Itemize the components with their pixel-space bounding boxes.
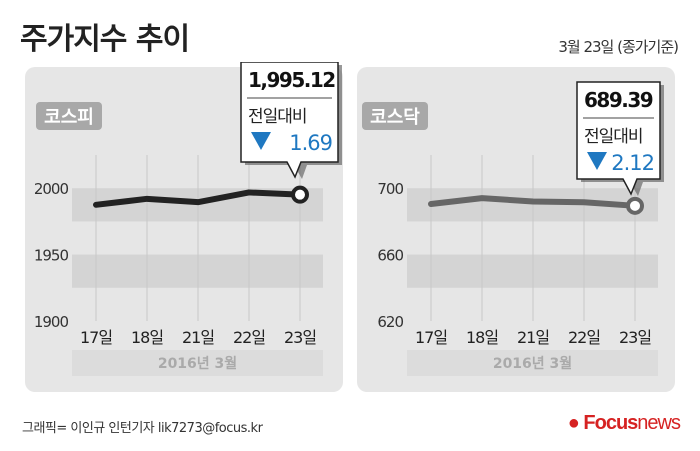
focus-news-logo: ● Focusnews — [567, 412, 681, 434]
y-tick-label: 620 — [377, 313, 403, 331]
x-tick-label: 23일 — [619, 328, 651, 347]
kosdaq-chart: 620 660 700 17일 18일 21일 22일 23일 2016년 3월 코스닥 689.3… — [357, 67, 675, 392]
y-tick-label: 1950 — [34, 247, 69, 265]
y-tick-label: 660 — [377, 247, 403, 265]
x-tick-label: 18일 — [466, 328, 498, 347]
x-tick-label: 18일 — [131, 328, 163, 347]
date-basis: 3월 23일 (종가기준) — [558, 38, 679, 56]
callout-label: 전일대비 — [584, 127, 643, 147]
page-title: 주가지수 추이 — [20, 22, 190, 57]
x-tick-label: 21일 — [182, 328, 214, 347]
xlabel-band — [407, 350, 658, 376]
credit: 그래픽= 이인규 인턴기자 lik7273@focus.kr — [22, 421, 263, 436]
x-tick-label: 17일 — [415, 328, 447, 347]
x-tick-label: 22일 — [568, 328, 600, 347]
index-title: 코스닥 — [370, 107, 420, 128]
callout-label: 전일대비 — [248, 107, 307, 127]
logo-light: news — [637, 412, 681, 434]
down-triangle-icon — [251, 132, 271, 150]
callout-change: 1.69 — [289, 131, 332, 155]
y-tick-label: 700 — [377, 180, 403, 198]
logo-bold: Focus — [583, 412, 638, 434]
callout-value: 1,995.12 — [248, 68, 335, 92]
index-title: 코스피 — [44, 107, 94, 128]
callout-change: 2.12 — [611, 151, 654, 175]
kospi-chart: 1900 1950 2000 17일 18일 21일 22일 23일 2016년 3월 코스피 1,… — [25, 62, 343, 392]
x-tick-label: 23일 — [284, 328, 316, 347]
x-tick-label: 21일 — [517, 328, 549, 347]
last-data-point — [291, 185, 309, 204]
y-tick-label: 1900 — [34, 313, 69, 331]
callout-value: 689.39 — [584, 88, 653, 112]
index-badge — [362, 102, 428, 130]
x-tick-label: 22일 — [233, 328, 265, 347]
down-triangle-icon — [587, 152, 607, 170]
x-tick-label: 17일 — [80, 328, 112, 347]
callout-box — [240, 62, 339, 179]
xlabel-band — [72, 350, 323, 376]
last-data-point — [626, 196, 644, 215]
x-axis-label: 2016년 3월 — [158, 355, 237, 372]
x-axis-label: 2016년 3월 — [493, 355, 572, 372]
index-badge — [36, 102, 102, 130]
y-tick-label: 2000 — [34, 180, 69, 198]
